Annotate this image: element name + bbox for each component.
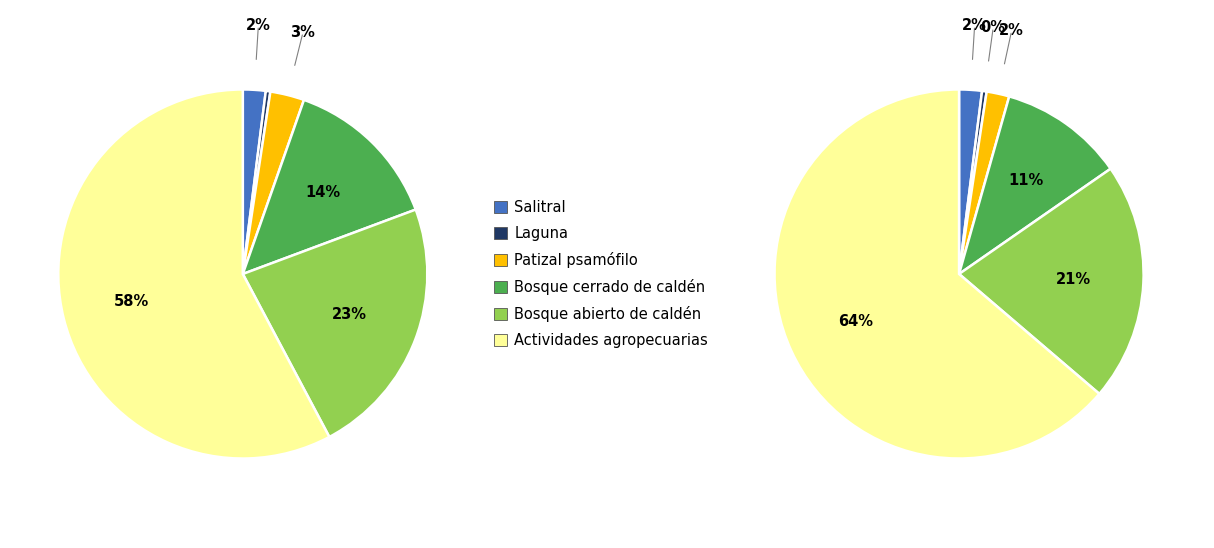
Wedge shape bbox=[243, 91, 271, 274]
Wedge shape bbox=[243, 100, 415, 274]
Wedge shape bbox=[959, 91, 987, 274]
Wedge shape bbox=[243, 209, 427, 437]
Text: 2%: 2% bbox=[963, 18, 987, 33]
Text: 21%: 21% bbox=[1056, 272, 1091, 287]
Text: 2%: 2% bbox=[246, 18, 271, 33]
Wedge shape bbox=[959, 169, 1144, 394]
Wedge shape bbox=[58, 89, 329, 459]
Text: 23%: 23% bbox=[333, 307, 368, 322]
Text: 2%: 2% bbox=[999, 23, 1025, 38]
Wedge shape bbox=[243, 89, 266, 274]
Text: 3%: 3% bbox=[290, 25, 316, 40]
Text: 11%: 11% bbox=[1008, 173, 1043, 189]
Wedge shape bbox=[775, 89, 1100, 459]
Text: 0%: 0% bbox=[981, 20, 1005, 35]
Wedge shape bbox=[959, 92, 1009, 274]
Wedge shape bbox=[959, 96, 1111, 274]
Legend: Salitral, Laguna, Patizal psamófilo, Bosque cerrado de caldén, Bosque abierto de: Salitral, Laguna, Patizal psamófilo, Bos… bbox=[489, 196, 713, 352]
Text: 64%: 64% bbox=[838, 315, 873, 329]
Wedge shape bbox=[959, 89, 982, 274]
Text: 14%: 14% bbox=[306, 185, 340, 200]
Text: 58%: 58% bbox=[114, 294, 149, 309]
Wedge shape bbox=[243, 92, 304, 274]
